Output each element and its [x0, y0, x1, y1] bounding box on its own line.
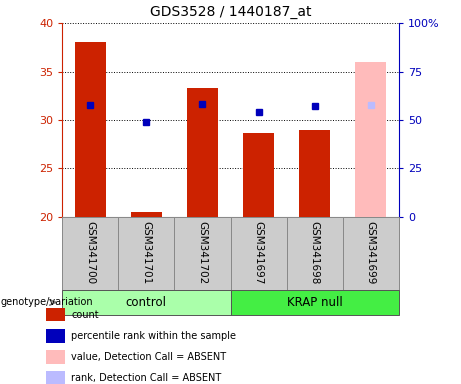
Bar — [118, 217, 174, 290]
Bar — [131, 212, 162, 217]
Text: GSM341702: GSM341702 — [197, 220, 207, 284]
Text: control: control — [126, 296, 167, 309]
Text: GSM341699: GSM341699 — [366, 220, 376, 284]
Text: genotype/variation: genotype/variation — [1, 297, 94, 308]
Text: GSM341701: GSM341701 — [142, 220, 151, 284]
Text: percentile rank within the sample: percentile rank within the sample — [71, 331, 236, 341]
Bar — [62, 290, 230, 315]
Text: rank, Detection Call = ABSENT: rank, Detection Call = ABSENT — [71, 373, 222, 383]
Text: GSM341700: GSM341700 — [85, 220, 95, 284]
Bar — [230, 290, 399, 315]
Bar — [174, 217, 230, 290]
Bar — [75, 43, 106, 217]
Bar — [62, 217, 118, 290]
Title: GDS3528 / 1440187_at: GDS3528 / 1440187_at — [150, 5, 311, 19]
Text: GSM341698: GSM341698 — [310, 220, 319, 284]
Bar — [243, 132, 274, 217]
Bar — [287, 217, 343, 290]
Text: value, Detection Call = ABSENT: value, Detection Call = ABSENT — [71, 352, 226, 362]
Text: KRAP null: KRAP null — [287, 296, 343, 309]
Bar — [230, 217, 287, 290]
Bar — [343, 217, 399, 290]
Text: GSM341697: GSM341697 — [254, 220, 264, 284]
Bar — [299, 130, 330, 217]
Bar — [187, 88, 218, 217]
Text: count: count — [71, 310, 99, 320]
Bar — [355, 62, 386, 217]
